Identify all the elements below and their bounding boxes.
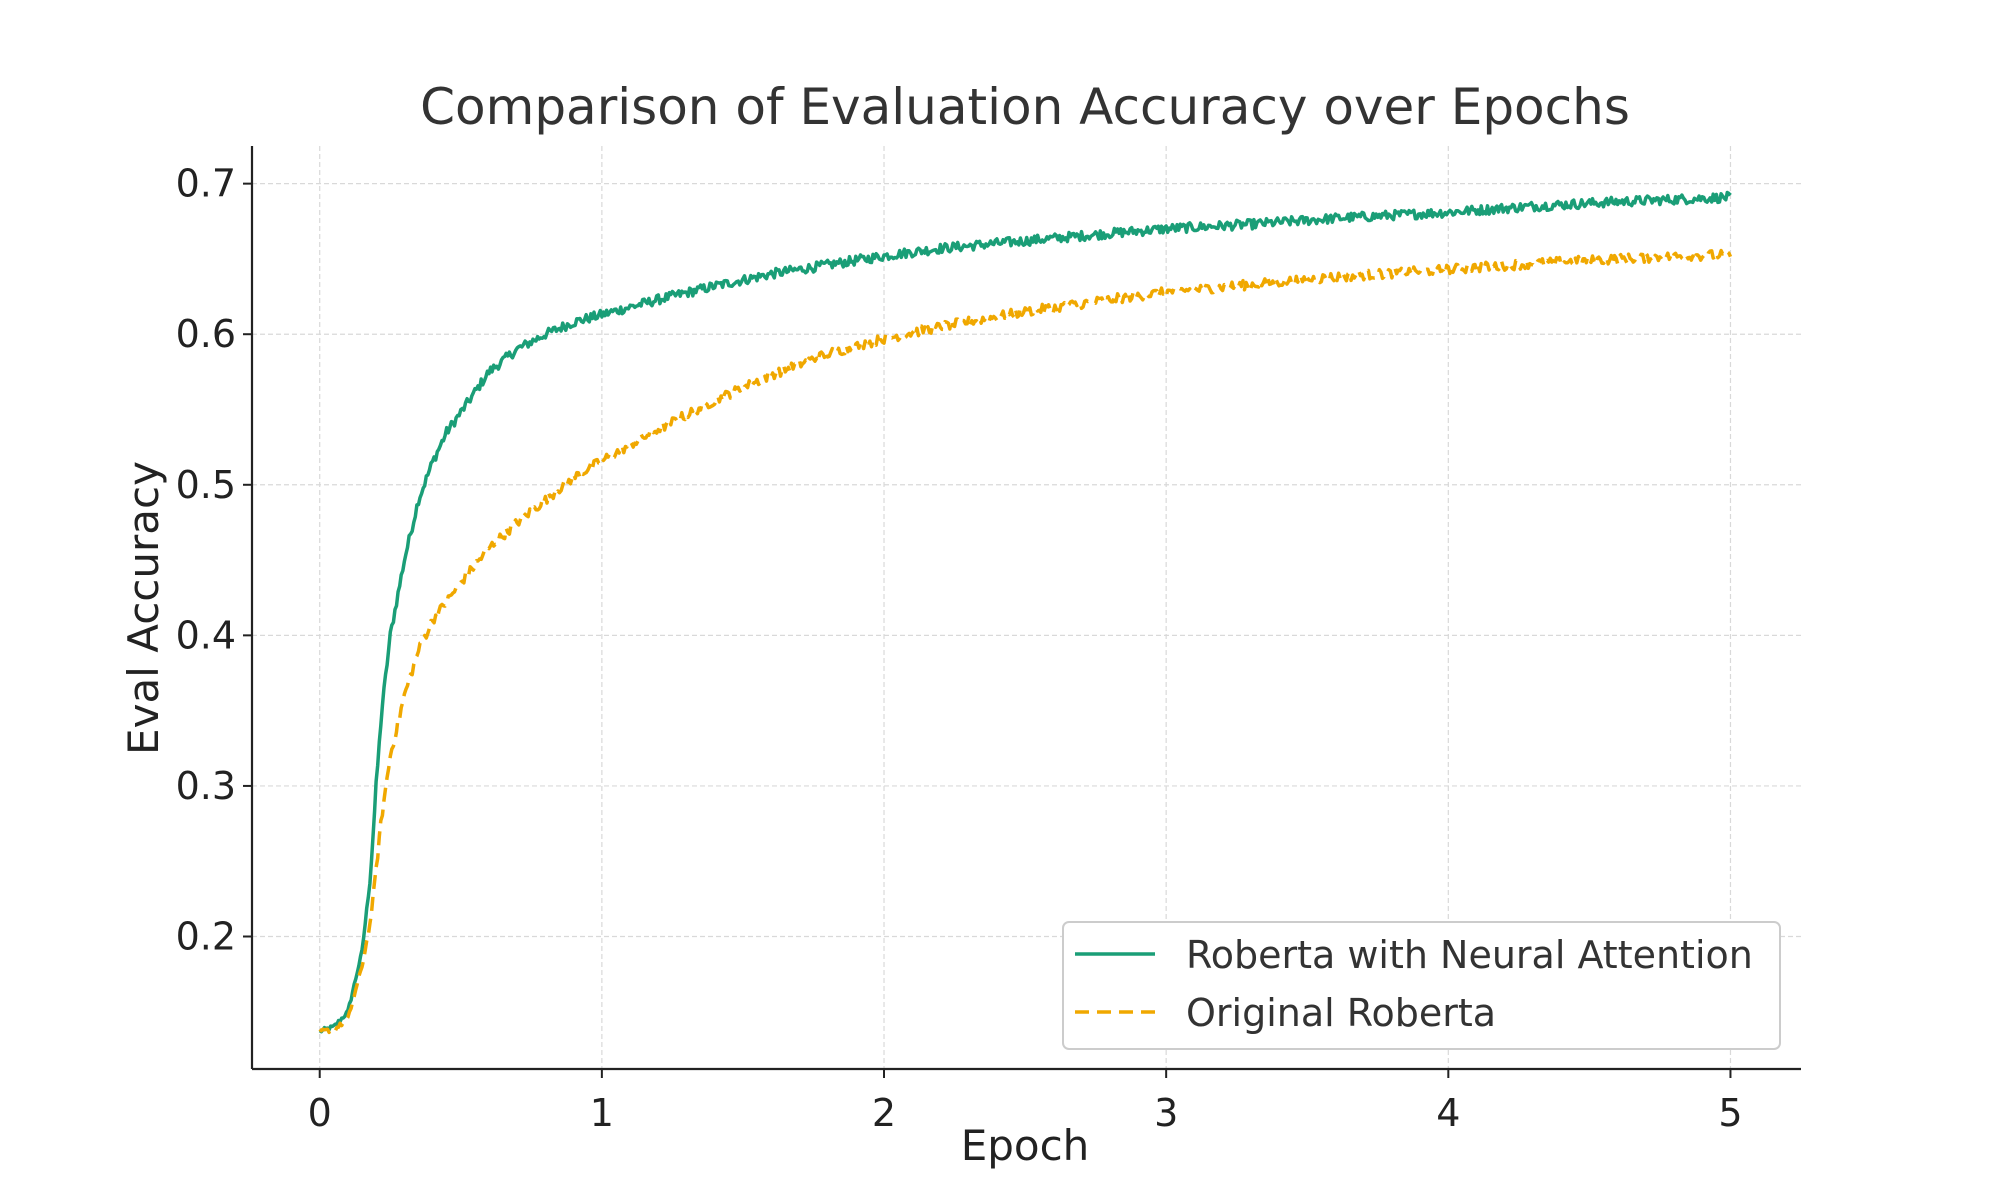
x-tick-label: 3 — [1154, 1091, 1178, 1135]
series-line-0 — [318, 190, 1732, 1034]
x-tick-label: 1 — [590, 1091, 614, 1135]
x-tick-label: 0 — [308, 1091, 332, 1135]
series-layer — [318, 190, 1733, 1035]
axis-ticks: 0 1 2 3 4 5 0.2 0.3 0.4 0.5 0.6 0.7 — [176, 162, 1743, 1135]
x-tick-label: 5 — [1718, 1091, 1742, 1135]
grid — [252, 146, 1801, 1069]
legend-label-neural-attention: Roberta with Neural Attention — [1186, 933, 1753, 977]
y-tick-label: 0.3 — [176, 764, 236, 808]
legend: Roberta with Neural Attention Original R… — [1062, 921, 1781, 1050]
x-axis-label: Epoch — [961, 1121, 1090, 1170]
y-tick-label: 0.5 — [176, 463, 236, 507]
legend-label-original: Original Roberta — [1186, 991, 1496, 1035]
x-tick-label: 2 — [872, 1091, 896, 1135]
y-tick-label: 0.6 — [176, 312, 236, 356]
x-tick-label: 4 — [1436, 1091, 1460, 1135]
y-tick-label: 0.7 — [176, 162, 236, 206]
axes-spines — [250, 146, 1801, 1071]
legend-box — [1062, 921, 1781, 1050]
y-tick-label: 0.2 — [176, 914, 236, 958]
y-tick-label: 0.4 — [176, 613, 236, 657]
y-axis-label: Eval Accuracy — [119, 461, 168, 755]
chart-title: Comparison of Evaluation Accuracy over E… — [420, 78, 1630, 136]
series-line-1 — [318, 248, 1733, 1035]
